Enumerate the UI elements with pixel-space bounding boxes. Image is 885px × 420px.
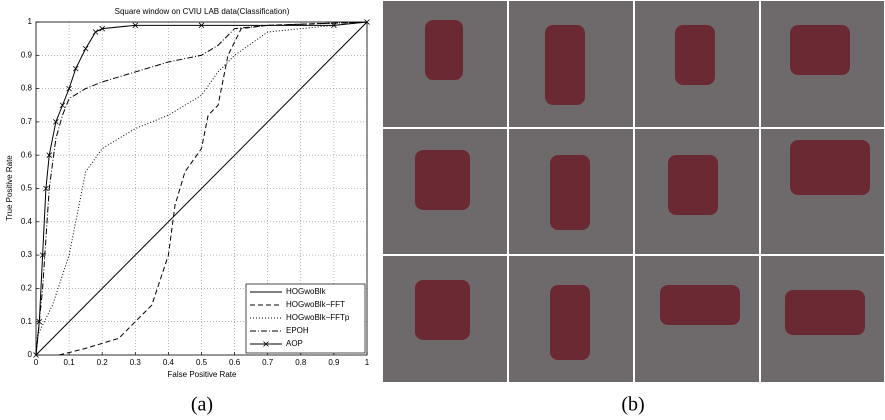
y-tick-label: 0.5	[21, 184, 33, 193]
x-tick-label: 0.1	[64, 358, 76, 367]
x-tick-label: 0.7	[262, 358, 274, 367]
person	[675, 25, 715, 85]
y-tick-label: 0.7	[21, 117, 33, 126]
x-axis-label: False Positive Rate	[168, 370, 237, 379]
x-tick-label: 1	[365, 358, 370, 367]
person	[785, 290, 865, 335]
x-tick-label: 0	[34, 358, 39, 367]
person	[790, 25, 850, 75]
person	[668, 155, 718, 215]
y-tick-label: 0.6	[21, 150, 33, 159]
y-tick-label: 0.1	[21, 317, 33, 326]
person	[550, 155, 590, 230]
person	[415, 280, 470, 340]
y-axis-label: True Positive Rate	[5, 155, 14, 221]
person	[415, 150, 470, 210]
legend-label: EPOH	[286, 326, 309, 335]
y-tick-label: 0.9	[21, 50, 33, 59]
legend-label: HOGwoBlk−FFT	[286, 300, 345, 309]
person	[660, 285, 740, 325]
x-tick-label: 0.2	[97, 358, 109, 367]
y-tick-label: 0	[28, 350, 33, 359]
x-tick-label: 0.5	[196, 358, 208, 367]
photo-grid	[382, 0, 885, 383]
figure: Square window on CVIU LAB data(Classific…	[0, 0, 885, 420]
legend-label: AOP	[286, 339, 303, 348]
caption: (a)	[191, 394, 213, 416]
x-tick-label: 0.4	[163, 358, 175, 367]
person	[550, 285, 590, 360]
legend-label: HOGwoBlk−FFTp	[286, 313, 350, 322]
caption: (b)	[621, 394, 644, 416]
legend-label: HOGwoBlk	[286, 287, 327, 296]
y-tick-label: 0.4	[21, 217, 33, 226]
x-tick-label: 0.8	[295, 358, 307, 367]
person	[545, 25, 585, 105]
y-tick-label: 0.8	[21, 84, 33, 93]
x-tick-label: 0.6	[229, 358, 241, 367]
y-tick-label: 0.3	[21, 250, 33, 259]
y-tick-label: 0.2	[21, 284, 33, 293]
person	[790, 140, 870, 195]
x-tick-label: 0.3	[130, 358, 142, 367]
chart-title: Square window on CVIU LAB data(Classific…	[115, 7, 290, 16]
x-tick-label: 0.9	[328, 358, 340, 367]
person	[425, 20, 463, 80]
y-tick-label: 1	[28, 17, 33, 26]
